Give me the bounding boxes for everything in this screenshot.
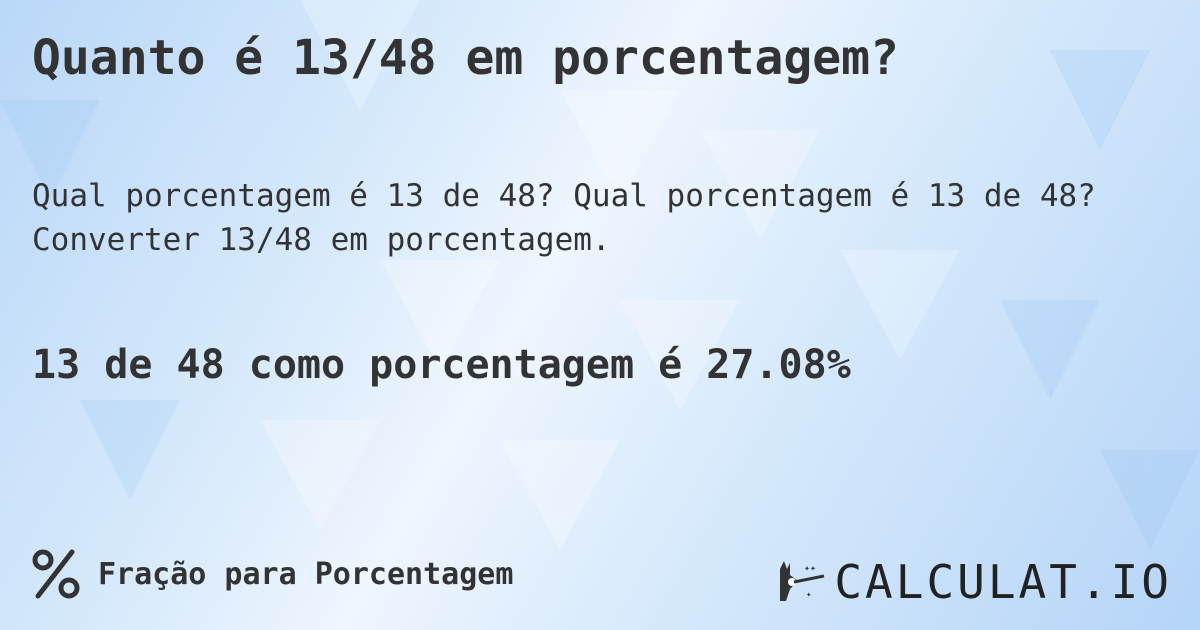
calculat-io-logo[interactable]: ✦✦ ✦ CALCULAT.IO xyxy=(776,555,1172,609)
magic-hand-wand-icon: ✦✦ ✦ xyxy=(780,561,825,601)
svg-text:✦✦: ✦✦ xyxy=(804,563,816,574)
page-title: Quanto é 13/48 em porcentagem? xyxy=(32,30,899,86)
logo-text: CALCULAT.IO xyxy=(834,555,1172,609)
footer-label: Fração para Porcentagem xyxy=(98,556,514,592)
result-text: 13 de 48 como porcentagem é 27.08% xyxy=(32,342,851,388)
fraction-to-percent-link[interactable]: Fração para Porcentagem xyxy=(30,548,513,600)
description: Qual porcentagem é 13 de 48? Qual porcen… xyxy=(32,178,1096,258)
svg-text:✦: ✦ xyxy=(806,590,812,600)
percent-icon xyxy=(32,549,80,599)
